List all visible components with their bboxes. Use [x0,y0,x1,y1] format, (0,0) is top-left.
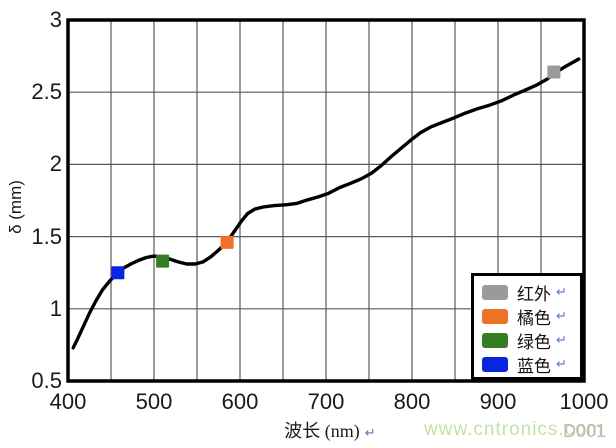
x-tick-label: 1000 [559,389,609,414]
curve-delta-vs-wavelength [71,57,581,350]
legend-row: 绿色 ↵ [482,328,580,352]
y-tick-label: 1 [49,295,62,321]
legend-row: 红外 ↵ [482,280,580,304]
legend-label: 绿色 [517,332,551,352]
x-axis-title: 波长 (nm) ↵ [210,417,450,443]
x-tick-label: 500 [135,389,173,414]
marker-square [220,235,234,249]
paragraph-mark-icon: ↵ [556,284,567,300]
paragraph-mark-icon: ↵ [556,308,567,324]
legend-swatch-icon [482,356,508,372]
y-tick-label: 2.5 [31,79,62,105]
y-tick-label: 0.5 [31,368,62,393]
x-axis-title-text: 波长 (nm) [284,421,360,441]
corner-code: D001 [563,421,607,441]
paragraph-mark-icon: ↵ [364,426,376,441]
legend-swatch-icon [482,332,508,348]
x-tick-label: 800 [393,389,431,414]
paragraph-mark-icon: ↵ [556,332,567,348]
paragraph-mark-icon: ↵ [556,356,567,372]
legend-row: 橘色 ↵ [482,304,580,328]
y-tick-label: 2 [49,151,62,177]
marker-square [156,254,170,268]
watermark: www.cntronics.com [424,419,604,440]
y-tick-label: 3 [49,7,62,32]
x-tick-label: 600 [221,389,259,414]
legend-row: 蓝色 ↵ [482,352,580,376]
marker-square [547,65,561,79]
legend-label: 蓝色 [517,356,551,376]
legend: 红外 ↵ 橘色 ↵ 绿色 ↵ 蓝色 ↵ [471,273,583,380]
marker-square [111,266,125,280]
legend-label: 红外 [517,284,551,304]
x-tick-label: 400 [49,389,87,414]
x-tick-label: 700 [307,389,345,414]
legend-swatch-icon [482,308,508,324]
legend-label: 橘色 [517,308,551,328]
legend-swatch-icon [482,284,508,300]
y-axis-title: δ (mm) [6,180,25,234]
x-tick-label: 900 [479,389,517,414]
plot-border [66,18,586,383]
y-tick-label: 1.5 [31,223,62,249]
